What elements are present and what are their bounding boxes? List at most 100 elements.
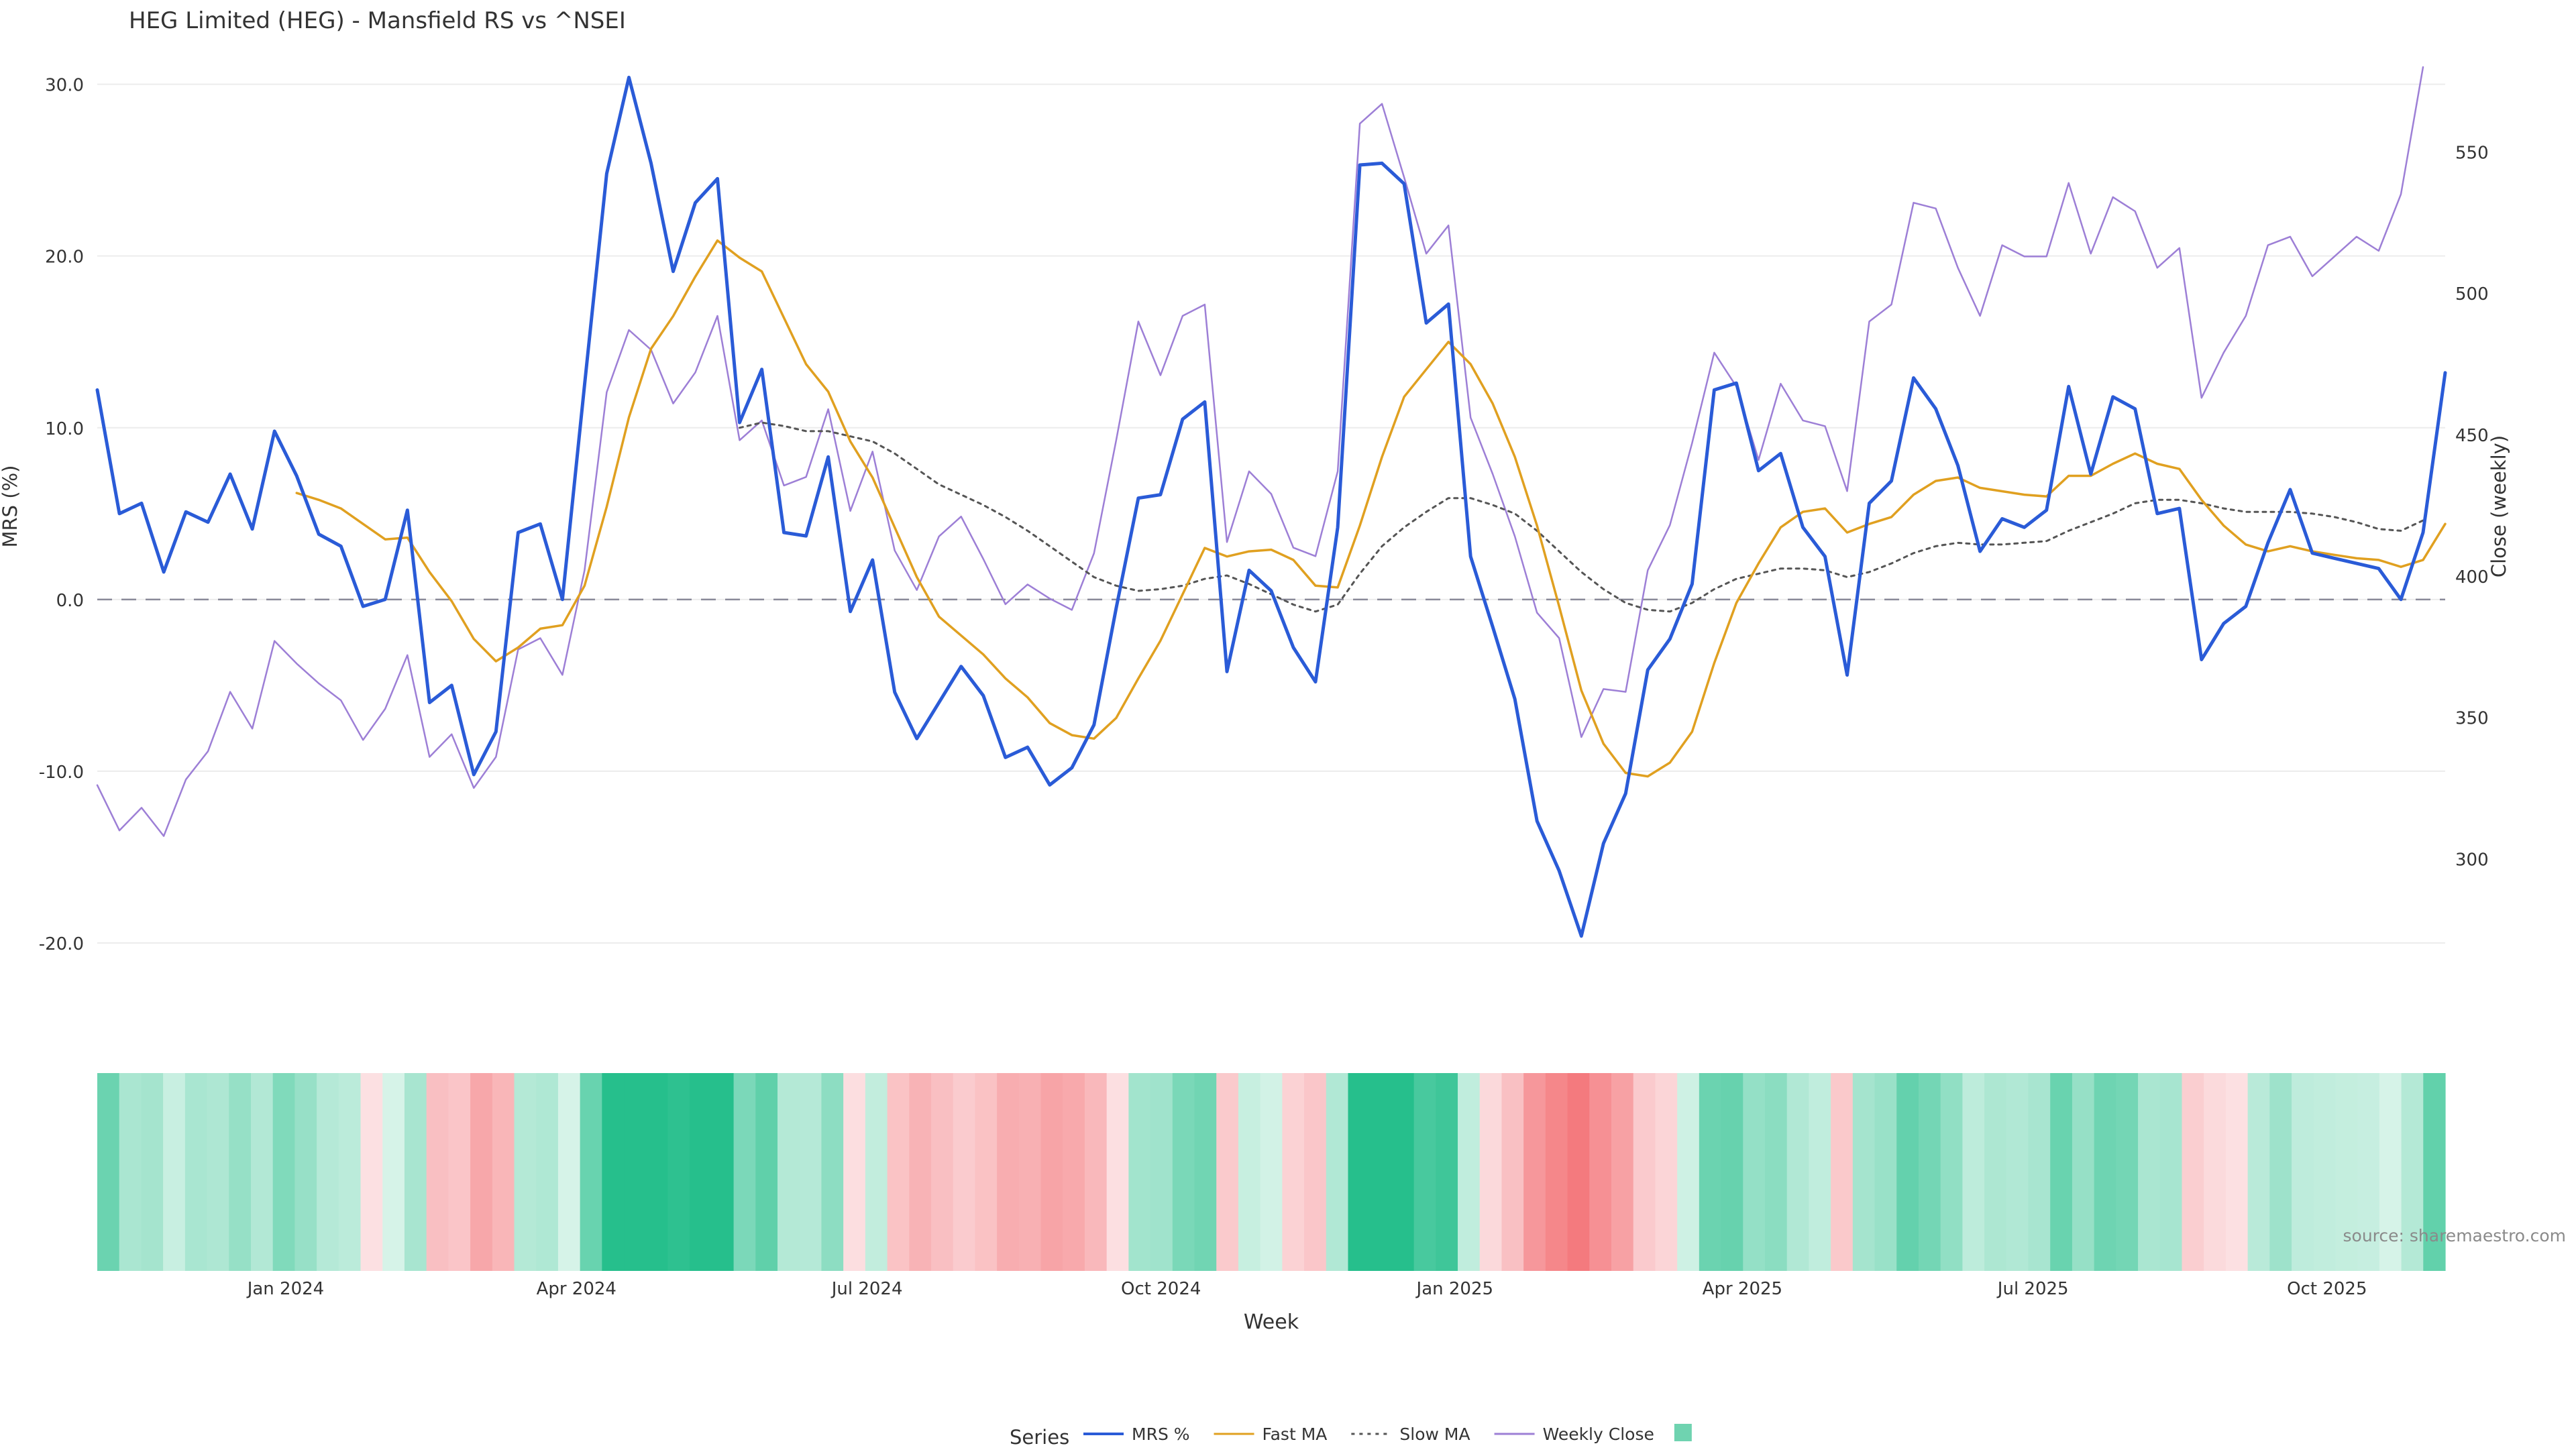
heatmap-cell <box>1194 1073 1217 1271</box>
heatmap-cell <box>645 1073 669 1271</box>
heatmap-cell <box>2313 1073 2337 1271</box>
heatmap-cell <box>1545 1073 1568 1271</box>
legend-title: Series <box>1010 1426 1069 1449</box>
heatmap-cell <box>184 1073 208 1271</box>
heatmap-cell <box>821 1073 844 1271</box>
heatmap-cell <box>1084 1073 1108 1271</box>
heatmap-cell <box>1589 1073 1612 1271</box>
y-left-tick-label: 30.0 <box>45 76 84 96</box>
x-tick-label: Jul 2024 <box>830 1279 903 1299</box>
x-tick-label: Oct 2024 <box>1121 1279 1201 1299</box>
heatmap-cell <box>1150 1073 1173 1271</box>
heatmap-cell <box>909 1073 932 1271</box>
heatmap-cell <box>602 1073 625 1271</box>
x-tick-label: Apr 2025 <box>1703 1279 1782 1299</box>
heatmap-cell <box>2182 1073 2204 1271</box>
heatmap-cell <box>1523 1073 1546 1271</box>
heatmap-cell <box>2247 1073 2270 1271</box>
legend-swatch-heatmap <box>1674 1424 1692 1441</box>
heatmap-cell <box>2138 1073 2161 1271</box>
heatmap-cell <box>2357 1073 2380 1271</box>
heatmap-cell <box>1962 1073 1985 1271</box>
heatmap-strip <box>97 1073 2446 1271</box>
heatmap-cell <box>2401 1073 2424 1271</box>
heatmap-cell <box>1611 1073 1634 1271</box>
heatmap-cell <box>492 1073 515 1271</box>
heatmap-cell <box>2050 1073 2073 1271</box>
y-left-tick-label: -20.0 <box>39 934 84 954</box>
heatmap-cell <box>2204 1073 2226 1271</box>
legend: Series MRS % Fast MA Slow MA Weekly Close <box>1010 1424 1692 1449</box>
heatmap-cell <box>2094 1073 2116 1271</box>
y-right-tick-label: 450 <box>2455 426 2489 446</box>
heatmap-cell <box>557 1073 581 1271</box>
series-lines <box>95 66 2447 938</box>
heatmap-cell <box>2335 1073 2358 1271</box>
heatmap-cell <box>690 1073 712 1271</box>
heatmap-cell <box>2159 1073 2183 1271</box>
heatmap-cell <box>1677 1073 1700 1271</box>
heatmap-cell <box>733 1073 756 1271</box>
series-line-slow-ma <box>739 421 2424 613</box>
heatmap-cell <box>207 1073 229 1271</box>
chart-title: HEG Limited (HEG) - Mansfield RS vs ^NSE… <box>129 7 626 34</box>
heatmap-cell <box>1216 1073 1239 1271</box>
heatmap-cell <box>1348 1073 1371 1271</box>
heatmap-cell <box>1786 1073 1810 1271</box>
heatmap-cell <box>843 1073 866 1271</box>
heatmap-cell <box>930 1073 954 1271</box>
heatmap-cell <box>1633 1073 1656 1271</box>
heatmap-cell <box>426 1073 449 1271</box>
heatmap-cell <box>1391 1073 1415 1271</box>
series-line-weekly-close <box>96 66 2424 837</box>
heatmap-cell <box>317 1073 339 1271</box>
y-right-tick-label: 350 <box>2455 709 2489 729</box>
heatmap-cell <box>1852 1073 1876 1271</box>
x-tick-label: Apr 2024 <box>537 1279 616 1299</box>
y-right-tick-label: 550 <box>2455 143 2489 163</box>
heatmap-cell <box>1238 1073 1261 1271</box>
heatmap-cell <box>2028 1073 2051 1271</box>
heatmap-cell <box>163 1073 186 1271</box>
heatmap-cell <box>1655 1073 1678 1271</box>
legend-label: Fast MA <box>1263 1425 1328 1444</box>
heatmap-cell <box>1128 1073 1151 1271</box>
heatmap-cell <box>338 1073 362 1271</box>
heatmap-cell <box>997 1073 1020 1271</box>
heatmap-cell <box>1260 1073 1283 1271</box>
heatmap-cell <box>975 1073 998 1271</box>
heatmap-cell <box>1874 1073 1897 1271</box>
heatmap-cell <box>1172 1073 1195 1271</box>
heatmap-cell <box>799 1073 822 1271</box>
heatmap-cell <box>2006 1073 2029 1271</box>
y-axis-left-label: MRS (%) <box>0 465 21 548</box>
y-right-tick-label: 500 <box>2455 284 2489 304</box>
series-line-fast-ma <box>295 239 2447 778</box>
heatmap-cell <box>777 1073 800 1271</box>
heatmap-cell <box>1018 1073 1042 1271</box>
heatmap-cell <box>294 1073 317 1271</box>
heatmap-cell <box>141 1073 164 1271</box>
heatmap-cell <box>580 1073 602 1271</box>
axes: 30.0 20.0 10.0 0.0 -10.0 -20.0 550 500 450 400 350… <box>39 76 2489 1299</box>
heatmap-cell <box>536 1073 559 1271</box>
heatmap-cell <box>2379 1073 2402 1271</box>
heatmap-cell <box>1106 1073 1129 1271</box>
heatmap-cell <box>1282 1073 1305 1271</box>
legend-label: Weekly Close <box>1543 1425 1654 1444</box>
legend-label: MRS % <box>1132 1425 1190 1444</box>
heatmap-cell <box>711 1073 735 1271</box>
x-tick-label: Oct 2025 <box>2287 1279 2367 1299</box>
heatmap-cell <box>2116 1073 2139 1271</box>
y-left-tick-label: 0.0 <box>56 591 84 611</box>
y-left-tick-label: -10.0 <box>39 763 84 783</box>
y-right-tick-label: 400 <box>2455 567 2489 588</box>
heatmap-cell <box>2292 1073 2314 1271</box>
heatmap-cell <box>470 1073 493 1271</box>
x-axis-label: Week <box>1244 1310 1299 1334</box>
heatmap-cell <box>1567 1073 1590 1271</box>
gridlines <box>97 83 2445 944</box>
heatmap-cell <box>1326 1073 1349 1271</box>
